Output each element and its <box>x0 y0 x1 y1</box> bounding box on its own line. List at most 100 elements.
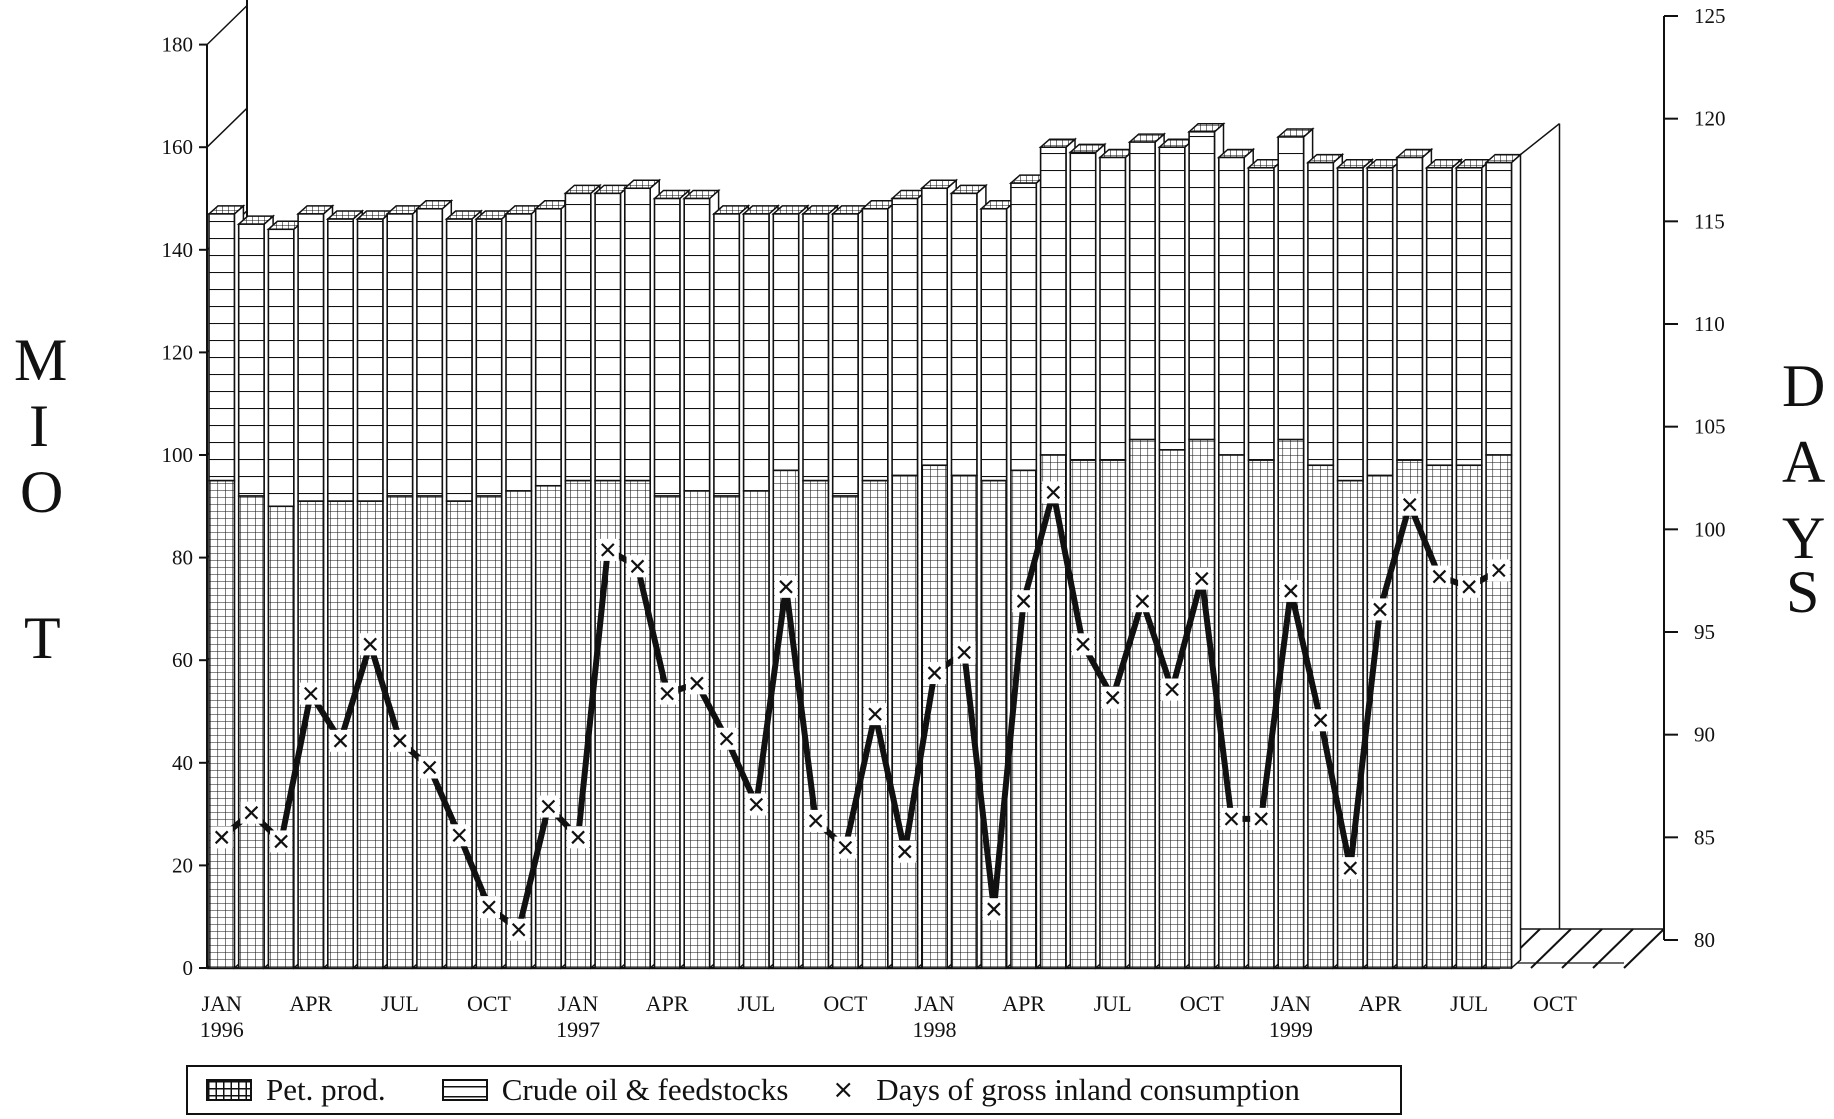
days-marker <box>1165 682 1179 697</box>
floor-depth-line <box>1530 928 1572 969</box>
days-marker <box>1492 563 1506 578</box>
bar-pet-prod <box>772 469 800 969</box>
days-marker <box>214 830 229 845</box>
days-marker <box>511 922 526 937</box>
bar-pet-prod <box>683 490 711 969</box>
bar-crude-oil <box>1099 156 1127 461</box>
x-tick-month-label: OCT <box>1533 991 1578 1016</box>
days-marker <box>482 900 496 914</box>
right-tick-label: 80 <box>1694 928 1715 952</box>
bar-crude-oil <box>326 218 354 502</box>
left-tick-label: 120 <box>162 340 194 364</box>
bar-pet-prod <box>891 474 919 969</box>
bar-pet-prod <box>802 479 830 969</box>
bar-crude-oil <box>1366 166 1394 477</box>
bar-crude-oil <box>1218 156 1246 456</box>
left-wall-gridline <box>206 5 248 46</box>
right-axis-letter: A <box>1782 429 1826 495</box>
bar-crude-oil <box>920 187 948 467</box>
right-axis-letter: Y <box>1782 505 1826 571</box>
bar-crude-oil <box>475 218 503 497</box>
days-marker <box>898 844 912 859</box>
bar-pet-prod <box>1247 459 1275 969</box>
bar-pet-prod <box>980 479 1008 969</box>
days-marker <box>987 902 1001 916</box>
x-tick-month-label: OCT <box>1180 991 1225 1016</box>
x-tick-year-label: 1998 <box>913 1017 957 1042</box>
left-tick-label: 80 <box>172 546 193 570</box>
legend-label: Pet. prod. <box>266 1072 386 1107</box>
bar-crude-oil <box>772 213 800 472</box>
left-tick-label: 60 <box>172 648 193 672</box>
bar-pet-prod <box>653 495 681 969</box>
bar-crude-oil <box>831 213 859 497</box>
bar-pet-prod <box>564 479 592 969</box>
right-tick-label: 100 <box>1694 517 1726 541</box>
days-marker <box>244 805 259 820</box>
days-marker <box>838 840 853 855</box>
bar-crude-oil <box>416 207 444 497</box>
right-tick-label: 90 <box>1694 723 1715 747</box>
left-tick-label: 180 <box>162 33 194 57</box>
x-tick-month-label: JUL <box>381 991 419 1016</box>
days-marker <box>1105 690 1120 705</box>
days-marker <box>1373 602 1387 617</box>
days-marker <box>452 828 467 843</box>
bar-crude-oil <box>1425 166 1453 467</box>
right-tick-label: 110 <box>1694 312 1725 336</box>
bar-pet-prod <box>237 495 265 969</box>
days-marker <box>1046 485 1061 500</box>
bar-pet-prod <box>1069 459 1097 969</box>
bar-crude-oil <box>445 218 473 502</box>
bar-pet-prod <box>267 505 295 969</box>
floor-depth-line <box>1561 928 1603 969</box>
bar-crude-oil <box>267 228 295 508</box>
floor-depth-line <box>1623 928 1665 969</box>
floor-depth-line <box>1592 928 1634 969</box>
bar-crude-oil <box>1455 166 1483 467</box>
days-marker <box>541 799 556 814</box>
left-tick-label: 100 <box>162 443 194 467</box>
x-tick-month-label: APR <box>646 991 689 1016</box>
days-marker <box>1313 713 1328 728</box>
right-tick-label: 125 <box>1694 4 1726 28</box>
bar-pet-prod <box>1099 459 1127 969</box>
left-axis-letter: T <box>24 605 61 671</box>
bar-crude-oil <box>386 213 414 497</box>
bar-pet-prod <box>1188 438 1216 969</box>
right-tick-label: 115 <box>1694 209 1725 233</box>
days-marker <box>1462 580 1476 594</box>
left-axis-letter: O <box>20 459 64 525</box>
legend-item-days: × Days of gross inland consumption <box>826 1072 1299 1108</box>
days-marker <box>1195 571 1209 586</box>
left-tick-label: 0 <box>183 956 194 980</box>
days-marker <box>749 797 764 812</box>
days-marker <box>1076 637 1090 652</box>
days-marker <box>571 830 585 845</box>
chart-legend: Pet. prod. Crude oil & feedstocks × Days… <box>186 1065 1402 1115</box>
legend-label: Crude oil & feedstocks <box>501 1072 789 1107</box>
bar-pet-prod <box>1218 454 1246 969</box>
days-marker <box>304 686 318 701</box>
right-tick-label: 95 <box>1694 620 1715 644</box>
bar-crude-oil <box>1188 131 1216 441</box>
bar-pet-prod <box>1277 438 1305 969</box>
bar-crude-oil <box>1010 182 1038 472</box>
right-tick-label: 105 <box>1694 415 1726 439</box>
days-marker <box>1432 569 1447 584</box>
bar-crude-oil <box>505 213 533 492</box>
bar-crude-oil <box>1247 166 1275 461</box>
legend-item-pet-prod: Pet. prod. <box>188 1072 386 1108</box>
days-marker <box>1016 594 1031 608</box>
x-tick-month-label: JAN <box>558 991 598 1016</box>
x-tick-month-label: JAN <box>914 991 954 1016</box>
legend-swatch-hatch <box>441 1079 488 1101</box>
x-tick-month-label: JUL <box>1094 991 1132 1016</box>
right-axis-letter: D <box>1782 353 1826 419</box>
legend-item-crude-oil: Crude oil & feedstocks <box>424 1072 789 1108</box>
days-marker <box>660 686 674 701</box>
bar-pet-prod <box>1485 454 1513 969</box>
bar-crude-oil <box>742 213 770 492</box>
x-tick-year-label: 1996 <box>200 1017 244 1042</box>
